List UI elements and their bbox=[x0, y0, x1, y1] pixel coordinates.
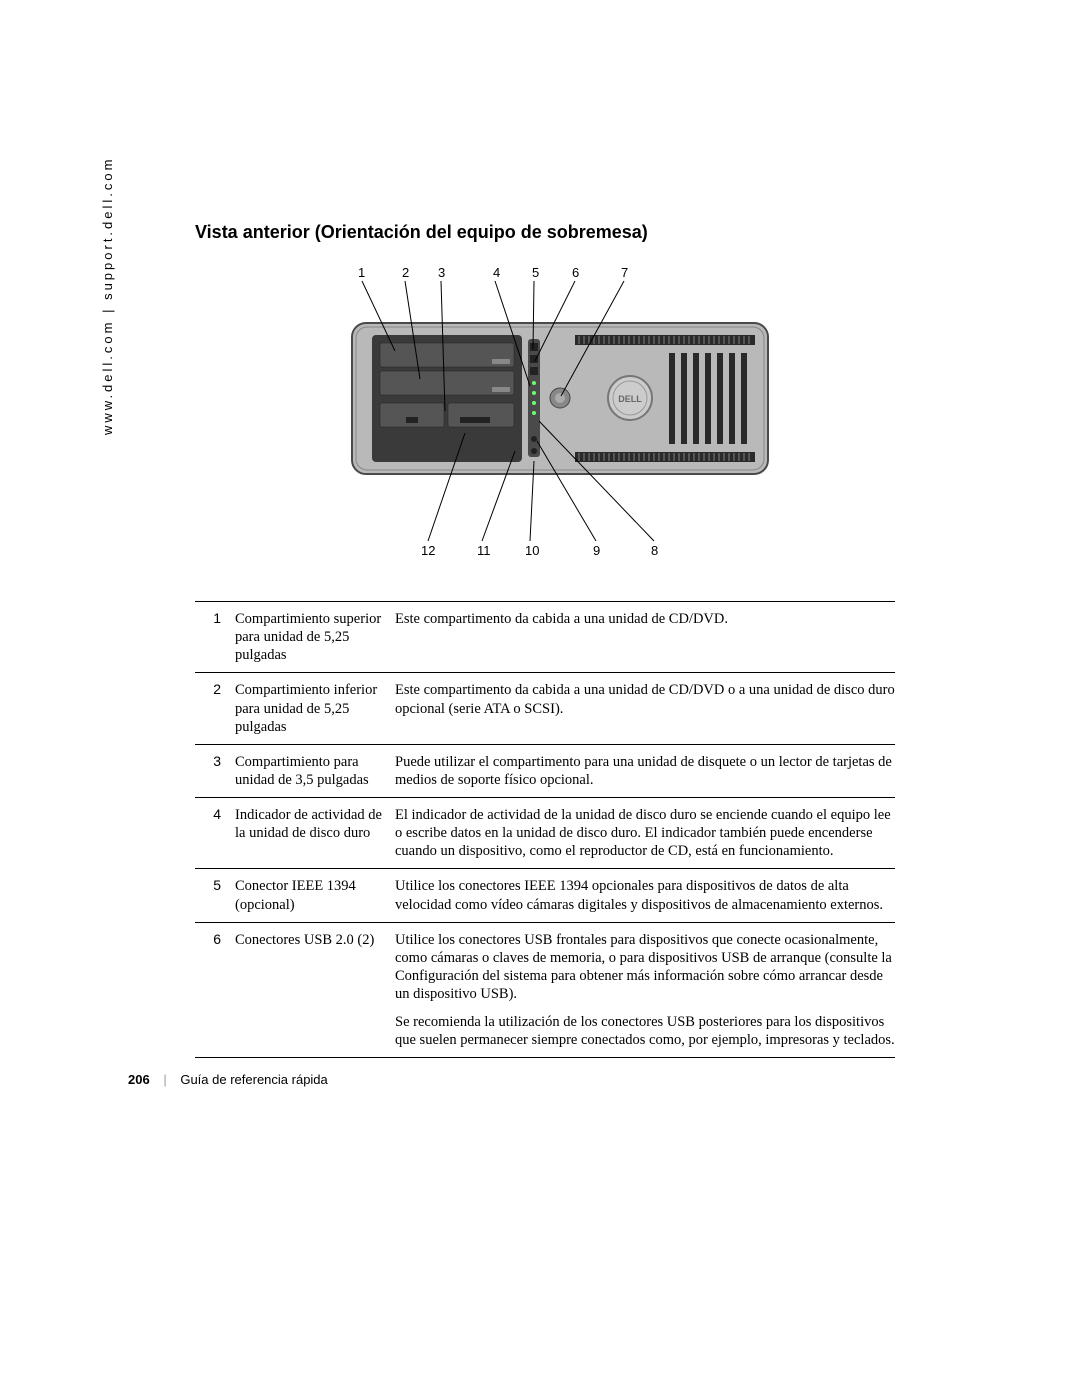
callout-number-top: 1 bbox=[358, 265, 365, 280]
section-heading: Vista anterior (Orientación del equipo d… bbox=[195, 222, 895, 243]
page-number: 206 bbox=[128, 1072, 150, 1087]
footer-title: Guía de referencia rápida bbox=[180, 1072, 327, 1087]
callout-number-top: 6 bbox=[572, 265, 579, 280]
footer-separator: | bbox=[163, 1072, 166, 1087]
callout-number-bottom: 12 bbox=[421, 543, 435, 558]
row-number: 2 bbox=[195, 681, 235, 735]
row-number: 1 bbox=[195, 610, 235, 664]
callout-number-top: 2 bbox=[402, 265, 409, 280]
row-description: Este compartimento da cabida a una unida… bbox=[395, 610, 895, 664]
row-number: 4 bbox=[195, 806, 235, 860]
description-paragraph: Puede utilizar el compartimento para una… bbox=[395, 753, 895, 789]
row-description: Utilice los conectores IEEE 1394 opciona… bbox=[395, 877, 895, 913]
callout-number-top: 3 bbox=[438, 265, 445, 280]
row-description: Este compartimento da cabida a una unida… bbox=[395, 681, 895, 735]
callout-number-top: 4 bbox=[493, 265, 500, 280]
callout-number-bottom: 8 bbox=[651, 543, 658, 558]
row-description: El indicador de actividad de la unidad d… bbox=[395, 806, 895, 860]
table-row: 1Compartimiento superior para unidad de … bbox=[195, 602, 895, 673]
row-label: Indicador de actividad de la unidad de d… bbox=[235, 806, 395, 860]
callout-number-top: 7 bbox=[621, 265, 628, 280]
description-paragraph: Utilice los conectores USB frontales par… bbox=[395, 931, 895, 1004]
row-label: Compartimiento inferior para unidad de 5… bbox=[235, 681, 395, 735]
callout-number-bottom: 11 bbox=[477, 543, 491, 558]
callout-number-bottom: 10 bbox=[525, 543, 539, 558]
row-label: Conectores USB 2.0 (2) bbox=[235, 931, 395, 1050]
component-table: 1Compartimiento superior para unidad de … bbox=[195, 601, 895, 1058]
page-footer: 206 | Guía de referencia rápida bbox=[128, 1072, 328, 1087]
callout-lines bbox=[265, 261, 825, 561]
row-description: Puede utilizar el compartimento para una… bbox=[395, 753, 895, 789]
front-view-diagram: DELL bbox=[265, 261, 825, 561]
row-number: 3 bbox=[195, 753, 235, 789]
table-row: 6Conectores USB 2.0 (2)Utilice los conec… bbox=[195, 923, 895, 1059]
callout-number-bottom: 9 bbox=[593, 543, 600, 558]
callout-number-top: 5 bbox=[532, 265, 539, 280]
description-paragraph: Este compartimento da cabida a una unida… bbox=[395, 610, 895, 628]
table-row: 5Conector IEEE 1394 (opcional)Utilice lo… bbox=[195, 869, 895, 922]
row-label: Compartimiento superior para unidad de 5… bbox=[235, 610, 395, 664]
table-row: 3Compartimiento para unidad de 3,5 pulga… bbox=[195, 745, 895, 798]
row-label: Compartimiento para unidad de 3,5 pulgad… bbox=[235, 753, 395, 789]
table-row: 2Compartimiento inferior para unidad de … bbox=[195, 673, 895, 744]
row-description: Utilice los conectores USB frontales par… bbox=[395, 931, 895, 1050]
row-number: 5 bbox=[195, 877, 235, 913]
table-row: 4Indicador de actividad de la unidad de … bbox=[195, 798, 895, 869]
description-paragraph: Utilice los conectores IEEE 1394 opciona… bbox=[395, 877, 895, 913]
row-label: Conector IEEE 1394 (opcional) bbox=[235, 877, 395, 913]
description-paragraph: El indicador de actividad de la unidad d… bbox=[395, 806, 895, 860]
sidebar-url: www.dell.com | support.dell.com bbox=[100, 157, 115, 435]
row-number: 6 bbox=[195, 931, 235, 1050]
description-paragraph: Este compartimento da cabida a una unida… bbox=[395, 681, 895, 717]
page-content: Vista anterior (Orientación del equipo d… bbox=[195, 222, 895, 1058]
description-paragraph: Se recomienda la utilización de los cone… bbox=[395, 1013, 895, 1049]
